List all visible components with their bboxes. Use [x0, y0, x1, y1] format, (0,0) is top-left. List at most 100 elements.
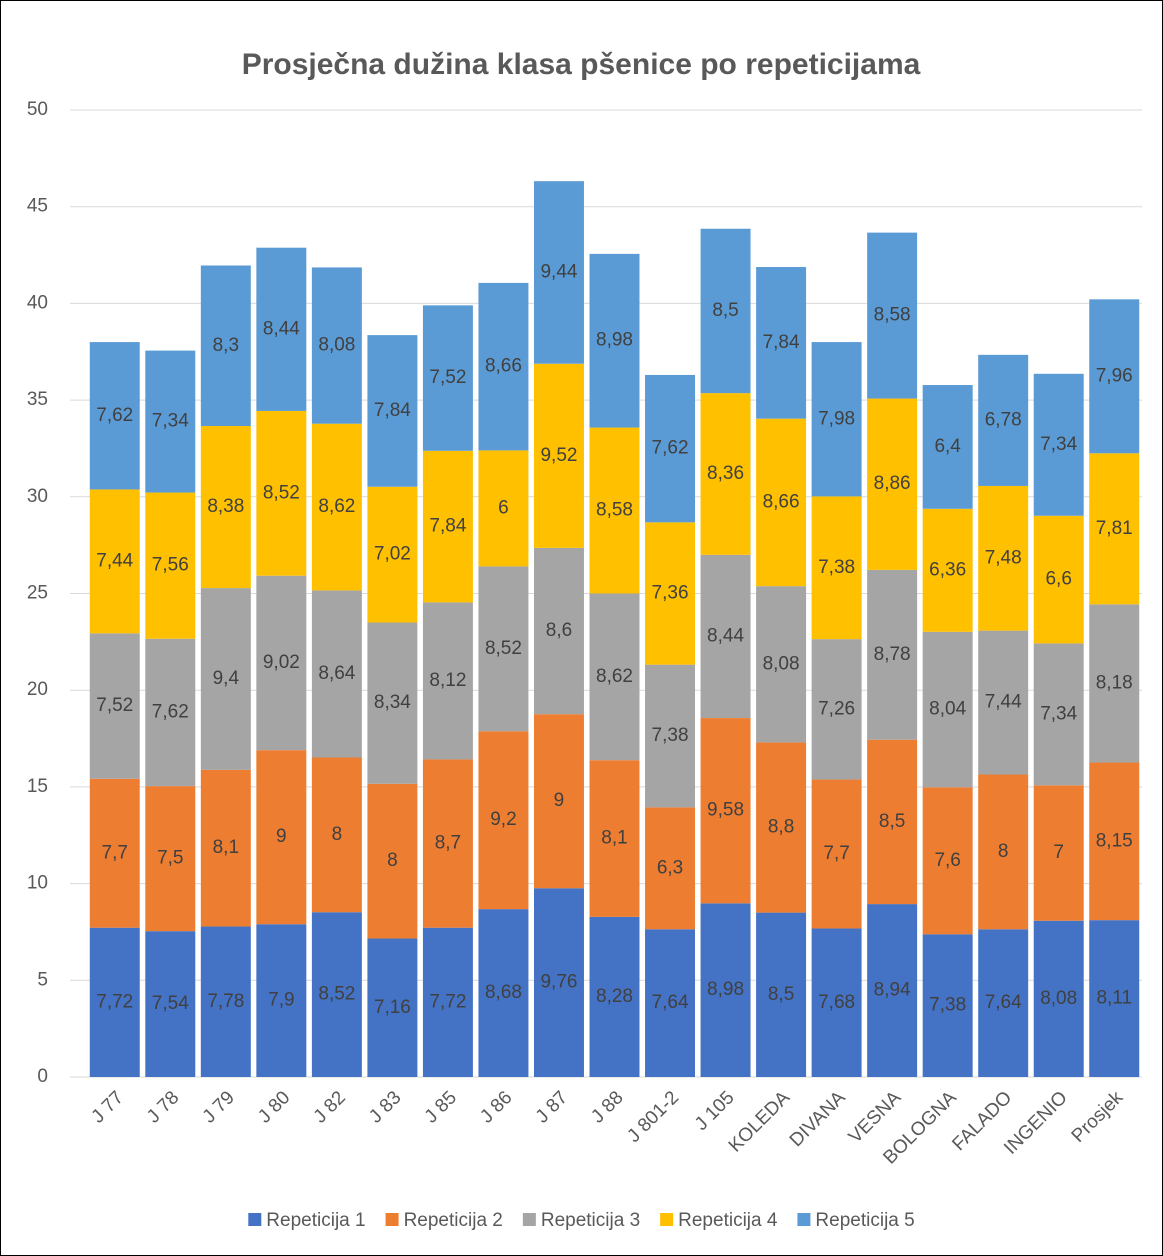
bar-segment [700, 718, 751, 904]
data-label: 7,84 [763, 332, 800, 353]
y-tick-label: 0 [37, 1066, 48, 1087]
bar-segment [978, 929, 1029, 1077]
bar-segment [978, 630, 1029, 775]
bar-segment [145, 638, 196, 787]
legend-label: Repeticija 1 [266, 1210, 365, 1231]
bar-segment [422, 450, 473, 603]
bar-segment [645, 807, 696, 930]
bar-segment [533, 547, 584, 715]
data-label: 8,62 [318, 496, 355, 517]
data-label: 7,84 [429, 516, 466, 537]
data-label: 7,44 [985, 692, 1022, 713]
data-label: 7,7 [102, 842, 128, 863]
data-label: 9,02 [263, 652, 300, 673]
data-label: 6 [498, 497, 509, 518]
data-label: 8,68 [485, 982, 522, 1003]
data-label: 8,8 [768, 817, 794, 838]
data-label: 7,81 [1096, 518, 1133, 539]
bar-segment [867, 232, 918, 399]
data-label: 7,48 [985, 547, 1022, 568]
bar-segment [867, 739, 918, 905]
data-label: 7,26 [818, 698, 855, 719]
data-label: 8,64 [318, 663, 355, 684]
bar-segment [700, 228, 751, 394]
bar-segment [89, 778, 140, 928]
data-label: 8,15 [1096, 830, 1133, 851]
data-label: 7,62 [96, 405, 133, 426]
legend-label: Repeticija 3 [541, 1210, 640, 1231]
bar-segment [256, 247, 307, 411]
data-label: 7,38 [652, 725, 689, 746]
bar-segment [867, 398, 918, 570]
legend-swatch [385, 1213, 399, 1226]
data-label: 9,52 [540, 445, 577, 466]
data-label: 8,5 [768, 984, 794, 1005]
data-label: 7,62 [652, 438, 689, 459]
data-label: 8,86 [874, 473, 911, 494]
legend-label: Repeticija 5 [815, 1210, 914, 1231]
bar-segment [145, 931, 196, 1077]
data-label: 7,54 [152, 993, 189, 1014]
data-label: 7,98 [818, 408, 855, 429]
bar-segment [200, 588, 251, 770]
bar-segment [811, 342, 862, 497]
data-label: 7 [1053, 842, 1064, 863]
data-label: 8 [998, 841, 1009, 862]
bar-segment [922, 385, 973, 509]
bar-segment [422, 305, 473, 451]
bar-segment [645, 522, 696, 665]
data-label: 7,52 [96, 695, 133, 716]
bar-segment [1089, 453, 1140, 605]
bar-segment [922, 934, 973, 1077]
bar-segment [422, 602, 473, 760]
data-label: 8,08 [318, 335, 355, 356]
bar-segment [145, 786, 196, 932]
data-label: 6,78 [985, 409, 1022, 430]
bar-segment [367, 938, 418, 1077]
data-label: 7,62 [152, 701, 189, 722]
y-tick-label: 20 [27, 679, 48, 700]
bar-segment [1033, 373, 1084, 516]
bar-segment [200, 926, 251, 1077]
bar-segment [89, 927, 140, 1077]
y-tick-label: 5 [37, 969, 48, 990]
bar-segment [645, 374, 696, 523]
data-label: 7,38 [818, 557, 855, 578]
data-label: 8,34 [374, 692, 411, 713]
data-label: 8,12 [429, 670, 466, 691]
bar-segment [367, 783, 418, 939]
data-label: 8,78 [874, 644, 911, 665]
bar-segment [1033, 515, 1084, 644]
data-label: 7,38 [929, 995, 966, 1016]
data-label: 7,34 [1040, 434, 1077, 455]
y-tick-label: 10 [27, 873, 48, 894]
bar-segment [311, 912, 362, 1077]
bar-segment [367, 335, 418, 487]
y-tick-label: 40 [27, 292, 48, 313]
bar-segment [978, 485, 1029, 631]
bar-segment [922, 631, 973, 788]
data-label: 7,64 [985, 992, 1022, 1013]
data-label: 8,44 [263, 318, 300, 339]
bar-segment [200, 426, 251, 589]
data-label: 7,52 [429, 367, 466, 388]
bar-segment [1033, 643, 1084, 786]
bar-segment [1033, 785, 1084, 921]
bar-segment [867, 904, 918, 1077]
bar-segment [645, 929, 696, 1077]
data-label: 7,72 [429, 991, 466, 1012]
bar-segment [89, 633, 140, 779]
bar-segment [478, 731, 529, 910]
bar-segment [978, 354, 1029, 486]
bar-segment [589, 253, 640, 428]
bar-segment [533, 714, 584, 889]
bar-segment [1089, 299, 1140, 454]
data-label: 8,58 [874, 305, 911, 326]
data-label: 9,4 [213, 668, 240, 689]
data-label: 7,16 [374, 997, 411, 1018]
data-label: 8 [387, 850, 398, 871]
data-label: 7,84 [374, 400, 411, 421]
bar-segment [811, 496, 862, 640]
data-label: 8,52 [485, 638, 522, 659]
data-label: 8,08 [763, 653, 800, 674]
